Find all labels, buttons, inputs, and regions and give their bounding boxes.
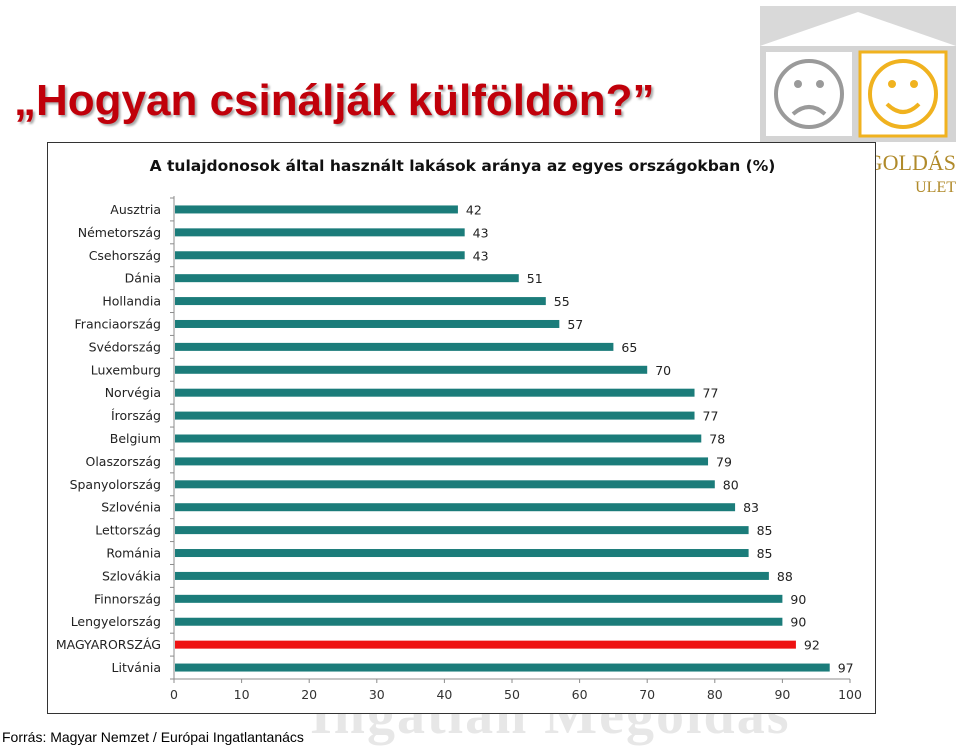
x-tick-label: 0 <box>170 687 178 702</box>
category-label: Belgium <box>110 431 161 446</box>
x-tick-label: 50 <box>504 687 520 702</box>
chart-title: A tulajdonosok által használt lakások ar… <box>149 157 776 175</box>
category-label: Litvánia <box>112 660 161 675</box>
value-label: 85 <box>757 546 773 561</box>
category-label: MAGYARORSZÁG <box>56 637 161 652</box>
bar <box>175 434 702 443</box>
category-label: Luxemburg <box>91 362 161 377</box>
category-label: Románia <box>106 546 161 561</box>
category-label: Olaszország <box>85 454 161 469</box>
bar <box>175 617 783 626</box>
bar <box>175 663 830 672</box>
bar <box>175 274 519 283</box>
bar <box>175 480 715 489</box>
value-label: 43 <box>473 248 489 263</box>
category-label: Lettország <box>95 523 161 538</box>
bar <box>175 319 560 328</box>
category-label: Írország <box>111 408 161 423</box>
x-tick-label: 60 <box>572 687 588 702</box>
sad-face-icon <box>774 59 844 129</box>
category-label: Franciaország <box>75 316 161 331</box>
bar <box>175 594 783 603</box>
category-label: Hollandia <box>102 294 161 309</box>
bar <box>175 228 465 237</box>
bar <box>175 457 709 466</box>
bar <box>175 526 749 535</box>
value-label: 88 <box>777 569 793 584</box>
category-label: Finnország <box>94 591 161 606</box>
bar <box>175 297 546 306</box>
x-tick-label: 30 <box>369 687 385 702</box>
value-label: 51 <box>527 271 543 286</box>
bar <box>175 411 695 420</box>
value-label: 57 <box>567 317 583 332</box>
bar <box>175 388 695 397</box>
bar-highlight <box>175 640 796 649</box>
value-label: 43 <box>473 225 489 240</box>
value-label: 55 <box>554 294 570 309</box>
value-label: 77 <box>703 409 719 424</box>
logo-text-line-1: GOLDÁS <box>867 150 956 175</box>
bar <box>175 342 614 351</box>
value-label: 65 <box>621 340 637 355</box>
chart-frame: A tulajdonosok által használt lakások ar… <box>47 142 876 714</box>
association-logo: GOLDÁS ULET <box>760 6 956 196</box>
bar <box>175 365 648 374</box>
x-tick-label: 10 <box>234 687 250 702</box>
x-tick-label: 70 <box>639 687 655 702</box>
x-tick-label: 40 <box>436 687 452 702</box>
category-label: Dánia <box>125 271 161 286</box>
x-tick-label: 20 <box>301 687 317 702</box>
source-note: Forrás: Magyar Nemzet / Európai Ingatlan… <box>2 729 304 745</box>
value-label: 97 <box>838 661 854 676</box>
category-label: Szlovénia <box>101 500 161 515</box>
bar <box>175 549 749 558</box>
category-label: Lengyelország <box>71 614 161 629</box>
category-label: Norvégia <box>105 385 161 400</box>
value-label: 83 <box>743 500 759 515</box>
happy-face-icon <box>868 59 938 129</box>
bar <box>175 503 736 512</box>
logo-text-line-2: ULET <box>915 179 956 196</box>
value-label: 92 <box>804 638 820 653</box>
category-label: Ausztria <box>110 202 161 217</box>
x-tick-label: 100 <box>838 687 862 702</box>
category-label: Csehország <box>89 248 161 263</box>
value-label: 70 <box>655 363 671 378</box>
value-label: 85 <box>757 523 773 538</box>
value-label: 42 <box>466 202 482 217</box>
value-label: 78 <box>709 432 725 447</box>
value-label: 80 <box>723 477 739 492</box>
value-label: 90 <box>790 592 806 607</box>
bar <box>175 205 458 214</box>
category-label: Spanyolország <box>70 477 161 492</box>
bar-chart: Ausztria 42 Németország 43 Csehország 43 Dánia… <box>56 196 862 702</box>
category-label: Németország <box>78 225 161 240</box>
slide-title: „Hogyan csinálják külföldön?” <box>14 76 655 125</box>
bar <box>175 251 465 260</box>
value-label: 90 <box>790 615 806 630</box>
x-tick-label: 90 <box>774 687 790 702</box>
category-label: Svédország <box>89 339 161 354</box>
x-tick-label: 80 <box>707 687 723 702</box>
category-label: Szlovákia <box>102 568 161 583</box>
bar <box>175 571 769 580</box>
value-label: 79 <box>716 454 732 469</box>
value-label: 77 <box>703 386 719 401</box>
